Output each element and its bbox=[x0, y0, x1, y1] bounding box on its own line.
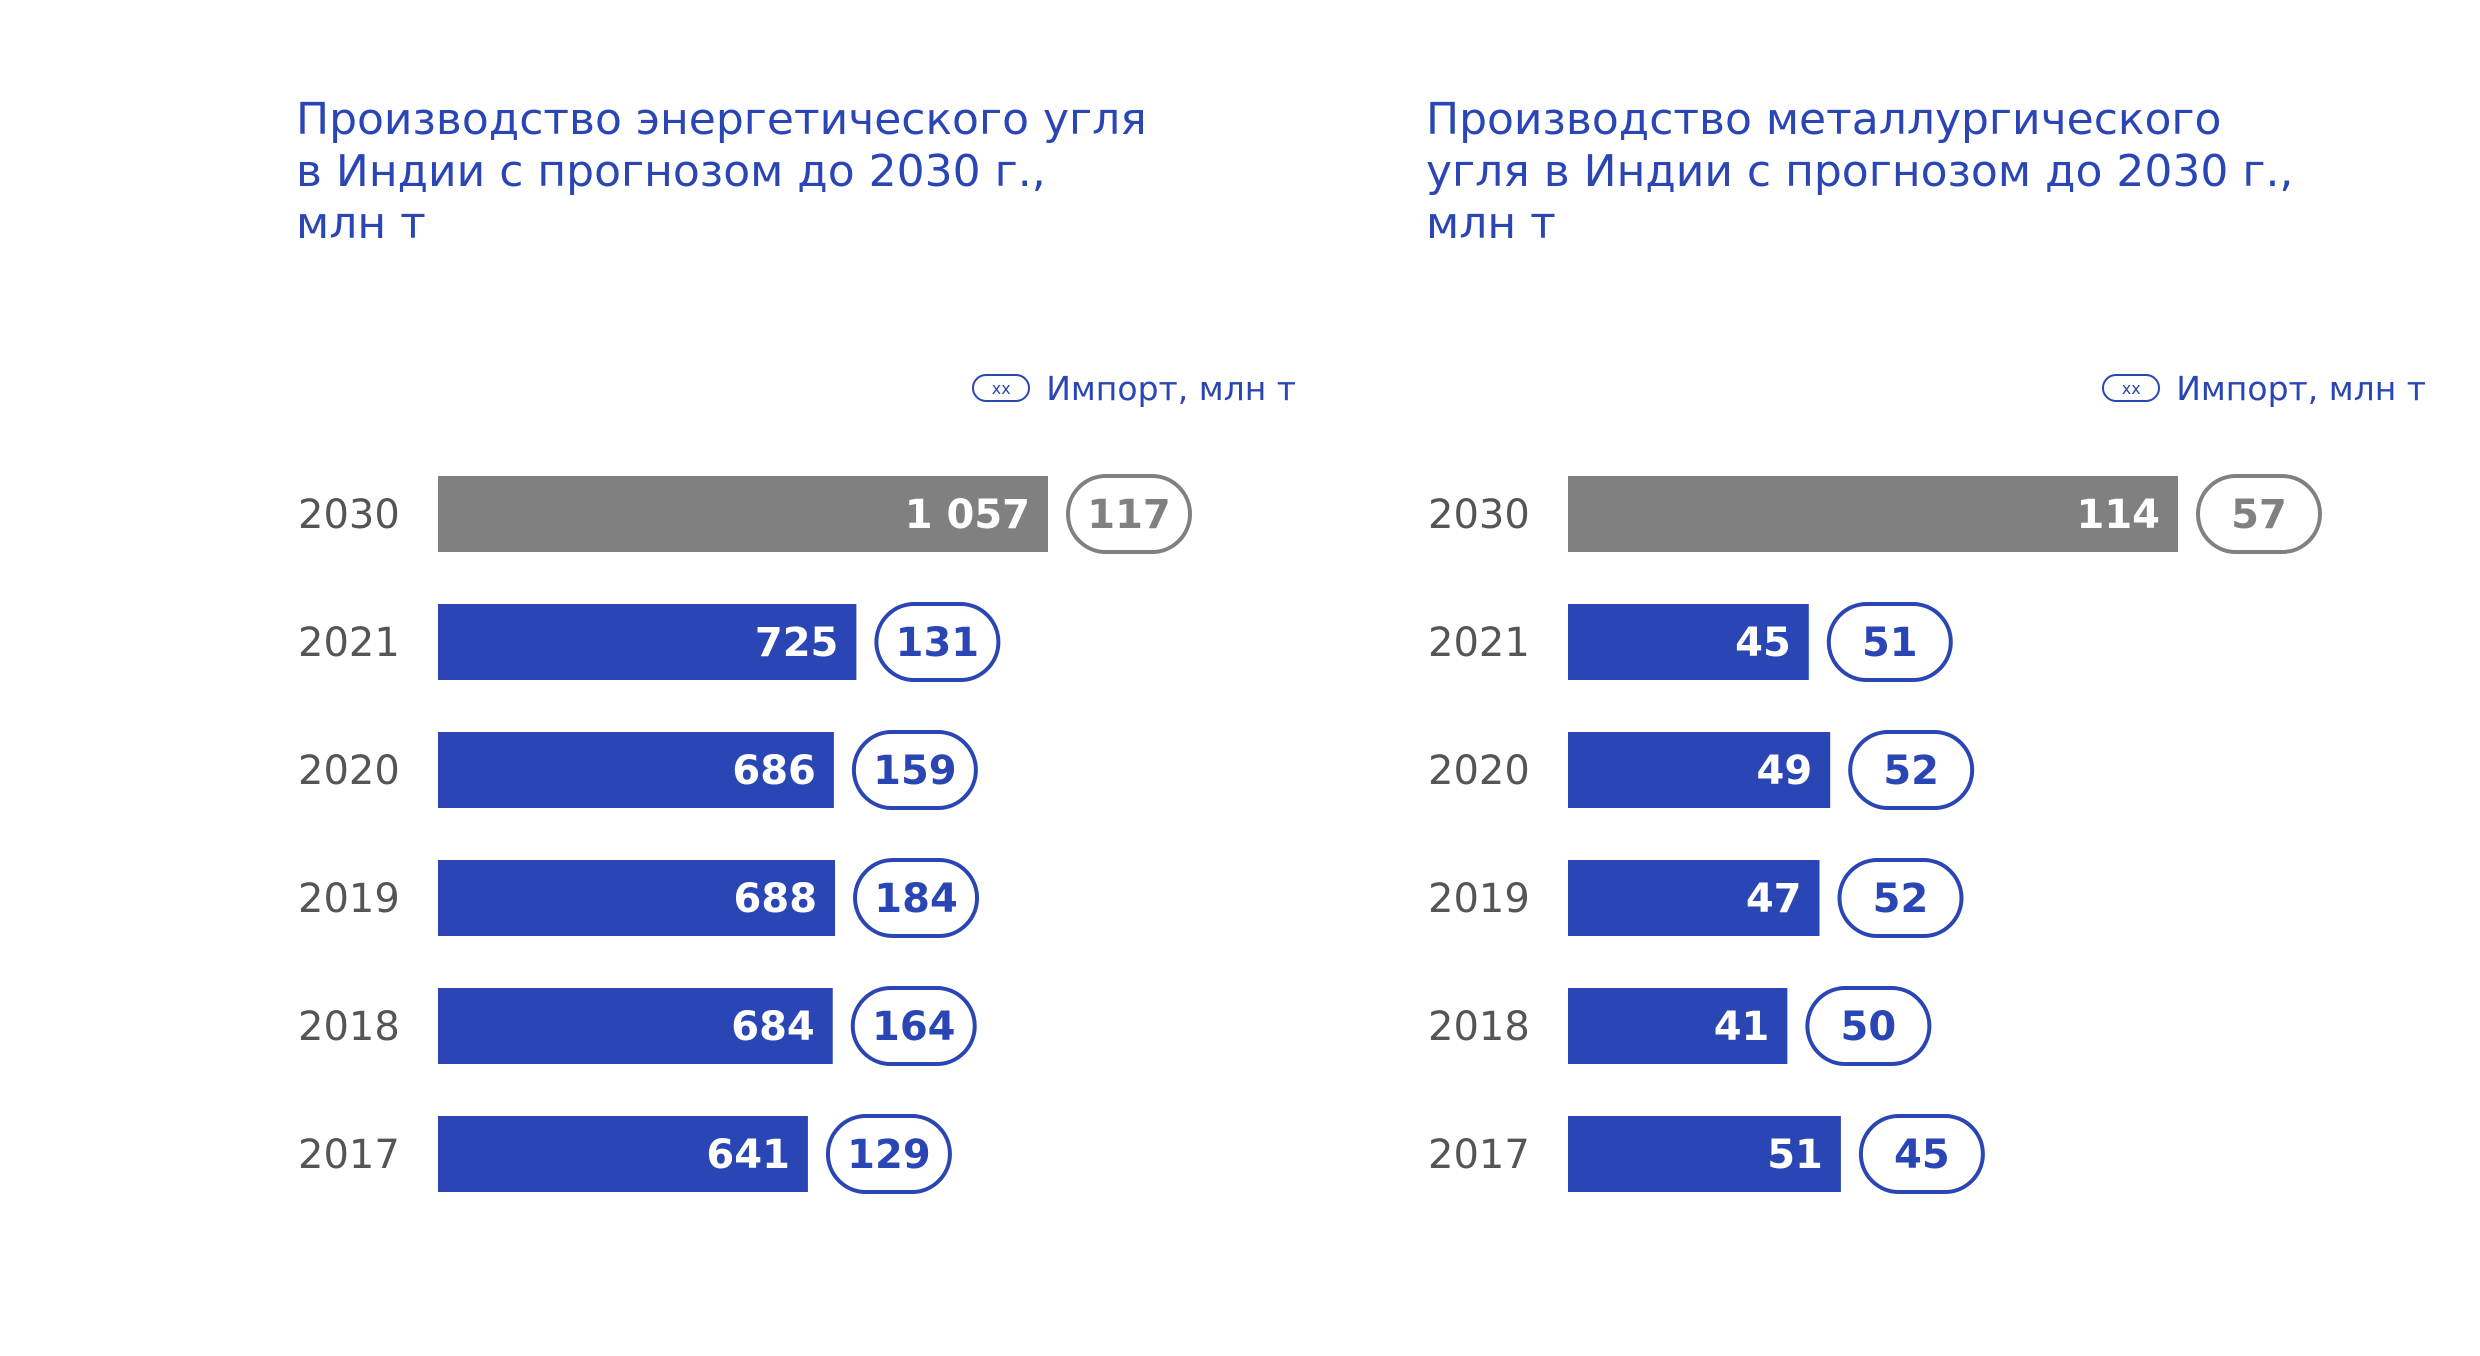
year-label: 2020 bbox=[1428, 748, 1530, 794]
import-pill bbox=[1858, 1114, 1985, 1194]
import-value-label: 52 bbox=[1873, 876, 1929, 922]
import-pill bbox=[874, 602, 1001, 682]
import-value-label: 52 bbox=[1883, 748, 1939, 794]
year-label: 2030 bbox=[298, 492, 400, 538]
year-label: 2018 bbox=[298, 1004, 400, 1050]
bar-value-label: 641 bbox=[706, 1132, 790, 1178]
import-pill bbox=[1826, 602, 1953, 682]
bar-value-label: 686 bbox=[732, 748, 816, 794]
chart-panel-metallurgical-coal: Производство металлургического угля в Ин… bbox=[1426, 0, 2426, 1356]
production-bar bbox=[1568, 732, 1831, 808]
year-label: 2020 bbox=[298, 748, 400, 794]
chart-title-line: млн т bbox=[296, 198, 426, 249]
chart-title: Производство металлургического угля в Ин… bbox=[1426, 94, 2406, 250]
production-bar bbox=[1568, 860, 1820, 936]
bar-value-label: 47 bbox=[1746, 876, 1802, 922]
production-bar bbox=[1568, 1116, 1841, 1192]
production-bar bbox=[438, 860, 836, 936]
import-value-label: 50 bbox=[1841, 1004, 1897, 1050]
import-pill bbox=[1805, 986, 1932, 1066]
import-value-label: 164 bbox=[872, 1004, 956, 1050]
production-bar bbox=[1568, 988, 1788, 1064]
year-label: 2019 bbox=[1428, 876, 1530, 922]
bar-value-label: 51 bbox=[1767, 1132, 1823, 1178]
production-bar bbox=[438, 732, 834, 808]
import-value-label: 45 bbox=[1894, 1132, 1950, 1178]
import-value-label: 159 bbox=[873, 748, 957, 794]
year-label: 2017 bbox=[298, 1132, 400, 1178]
year-label: 2030 bbox=[1428, 492, 1530, 538]
import-pill bbox=[825, 1114, 952, 1194]
bar-chart-thermal-coal: 2030 1 057 117 2021 725 131 2020 686 159 2019 688 1… bbox=[298, 474, 1192, 1194]
legend-pill-icon: xx bbox=[972, 374, 1031, 402]
import-pill bbox=[851, 730, 978, 810]
production-bar bbox=[1568, 476, 2178, 552]
import-pill bbox=[850, 986, 977, 1066]
import-value-label: 117 bbox=[1087, 492, 1171, 538]
chart-title-line: Производство энергетического угля bbox=[296, 94, 1147, 145]
import-value-label: 51 bbox=[1862, 620, 1918, 666]
bar-chart-metallurgical-coal: 2030 114 57 2021 45 51 2020 49 52 2019 47 52 2018 41 5… bbox=[1428, 474, 2322, 1194]
year-label: 2021 bbox=[298, 620, 400, 666]
import-value-label: 129 bbox=[847, 1132, 931, 1178]
production-bar bbox=[438, 1116, 808, 1192]
year-label: 2021 bbox=[1428, 620, 1530, 666]
year-label: 2019 bbox=[298, 876, 400, 922]
year-label: 2018 bbox=[1428, 1004, 1530, 1050]
legend-pill-icon: xx bbox=[2102, 374, 2161, 402]
production-bar bbox=[438, 604, 857, 680]
import-value-label: 184 bbox=[874, 876, 958, 922]
chart-title-line: угля в Индии с прогнозом до 2030 г., bbox=[1426, 146, 2294, 197]
legend-label: Импорт, млн т bbox=[1046, 368, 1296, 408]
import-pill bbox=[1066, 474, 1192, 554]
import-value-label: 131 bbox=[896, 620, 980, 666]
import-pill bbox=[1837, 858, 1964, 938]
chart-title-line: в Индии с прогнозом до 2030 г., bbox=[296, 146, 1046, 197]
chart-title-line: млн т bbox=[1426, 198, 1556, 249]
bar-value-label: 684 bbox=[731, 1004, 815, 1050]
year-label: 2017 bbox=[1428, 1132, 1530, 1178]
chart-legend: xx Импорт, млн т bbox=[816, 364, 1296, 412]
legend-label: Импорт, млн т bbox=[2176, 368, 2426, 408]
import-value-label: 57 bbox=[2231, 492, 2287, 538]
chart-panel-thermal-coal: Производство энергетического угля в Инди… bbox=[296, 0, 1296, 1356]
production-bar bbox=[438, 988, 833, 1064]
chart-title-line: Производство металлургического bbox=[1426, 94, 2222, 145]
production-bar bbox=[1568, 604, 1809, 680]
production-bar bbox=[438, 476, 1048, 552]
import-pill bbox=[1848, 730, 1975, 810]
import-pill bbox=[2196, 474, 2322, 554]
bar-value-label: 41 bbox=[1714, 1004, 1770, 1050]
bar-value-label: 114 bbox=[2077, 492, 2161, 538]
bar-value-label: 725 bbox=[755, 620, 839, 666]
import-pill bbox=[853, 858, 980, 938]
bar-value-label: 1 057 bbox=[905, 492, 1030, 538]
bar-value-label: 688 bbox=[734, 876, 818, 922]
bar-value-label: 49 bbox=[1757, 748, 1813, 794]
chart-legend: xx Импорт, млн т bbox=[1946, 364, 2426, 412]
chart-title: Производство энергетического угля в Инди… bbox=[296, 94, 1276, 250]
bar-value-label: 45 bbox=[1735, 620, 1791, 666]
